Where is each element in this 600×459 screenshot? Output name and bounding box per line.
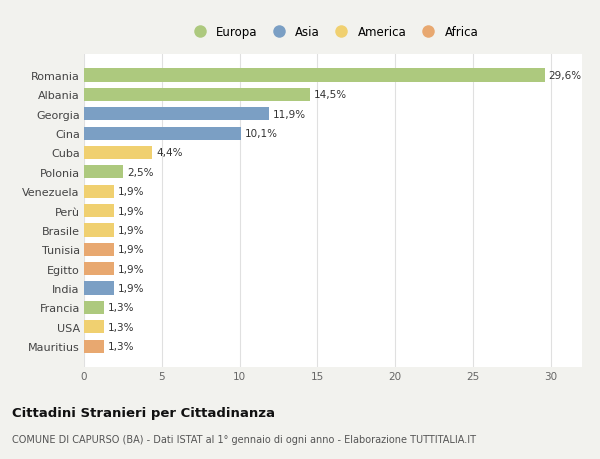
Bar — [84, 166, 123, 179]
Text: 1,9%: 1,9% — [118, 245, 144, 255]
Text: 10,1%: 10,1% — [245, 129, 278, 139]
Text: 1,9%: 1,9% — [118, 264, 144, 274]
Bar — [84, 69, 545, 83]
Text: 1,3%: 1,3% — [108, 341, 134, 352]
Text: 29,6%: 29,6% — [548, 71, 581, 81]
Bar — [84, 282, 113, 295]
Text: 1,9%: 1,9% — [118, 284, 144, 293]
Text: 1,9%: 1,9% — [118, 225, 144, 235]
Text: 14,5%: 14,5% — [314, 90, 347, 100]
Text: 1,9%: 1,9% — [118, 187, 144, 197]
Bar — [84, 205, 113, 218]
Text: 1,3%: 1,3% — [108, 303, 134, 313]
Text: COMUNE DI CAPURSO (BA) - Dati ISTAT al 1° gennaio di ogni anno - Elaborazione TU: COMUNE DI CAPURSO (BA) - Dati ISTAT al 1… — [12, 434, 476, 444]
Bar — [84, 185, 113, 198]
Text: 1,3%: 1,3% — [108, 322, 134, 332]
Text: Cittadini Stranieri per Cittadinanza: Cittadini Stranieri per Cittadinanza — [12, 406, 275, 419]
Text: 4,4%: 4,4% — [157, 148, 183, 158]
Bar — [84, 89, 310, 102]
Bar — [84, 127, 241, 140]
Bar — [84, 320, 104, 334]
Bar — [84, 146, 152, 160]
Bar — [84, 263, 113, 276]
Bar — [84, 340, 104, 353]
Text: 11,9%: 11,9% — [273, 110, 306, 119]
Legend: Europa, Asia, America, Africa: Europa, Asia, America, Africa — [185, 23, 481, 41]
Text: 1,9%: 1,9% — [118, 206, 144, 216]
Bar — [84, 243, 113, 257]
Bar — [84, 224, 113, 237]
Bar — [84, 301, 104, 314]
Bar — [84, 108, 269, 121]
Text: 2,5%: 2,5% — [127, 168, 153, 178]
